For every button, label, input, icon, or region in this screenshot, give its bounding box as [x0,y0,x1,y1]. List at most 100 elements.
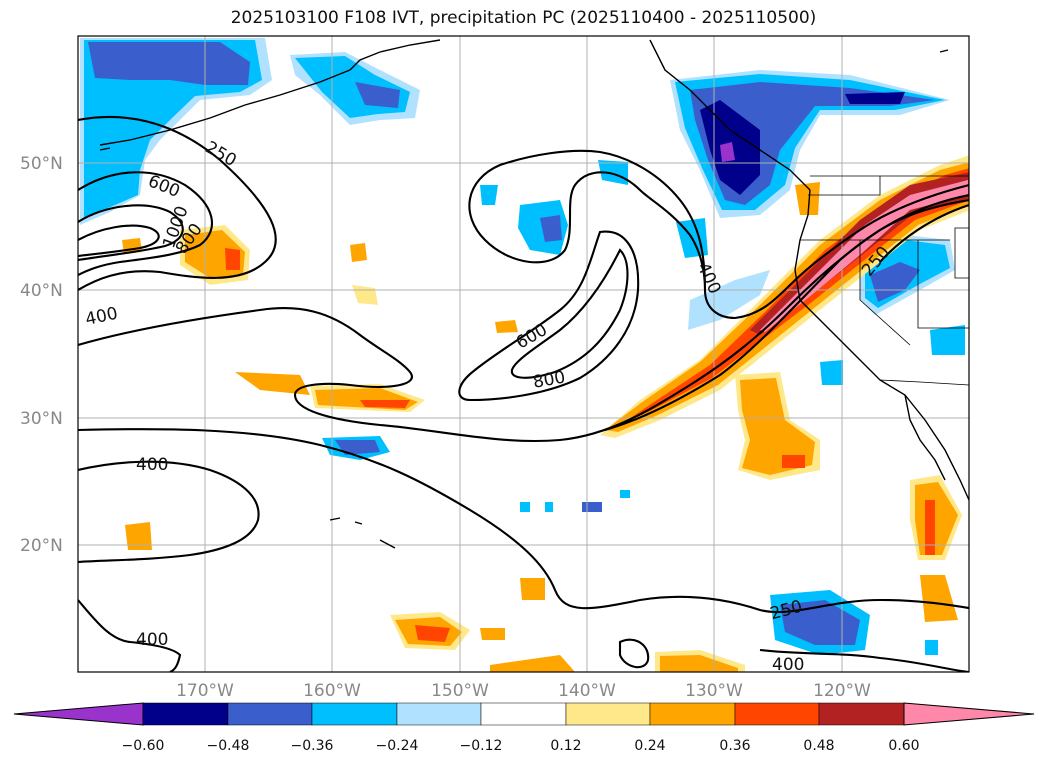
colorbar-label-6: 0.12 [550,738,581,754]
colorbar-bin-2 [227,702,313,726]
colorbar-label-8: 0.36 [719,738,750,754]
colorbar-bin-3 [311,702,398,726]
colorbar-bin-6 [565,702,651,726]
colorbar-bin-1 [142,702,229,726]
pc-pos-s-e2 [660,655,738,672]
pc-neg-center-dark [540,215,562,242]
lat-label-50: 50°N [20,154,63,174]
colorbar: −0.60 −0.48 −0.36 −0.24 −0.12 0.12 0.24 … [13,702,1035,754]
lon-label-130w: 130°W [685,681,743,701]
pc-neg-south-a [820,360,843,385]
pc-pos-mexico-s [920,575,958,622]
pc-pos-mexico3 [925,500,935,555]
colorbar-bin-9 [818,702,905,726]
coastlines [99,39,969,549]
lon-label-150w: 150°W [431,681,489,701]
border-wa-or [808,176,881,196]
pc-neg-east [930,325,965,355]
contour-label-400-se: 400 [772,655,804,675]
lon-label-160w: 160°W [303,681,361,701]
coast-hawaii [329,517,396,549]
ivt-contours [78,115,969,672]
pc-pos-central-e2 [740,378,815,475]
colorbar-bin-5 [480,702,567,726]
pc-neg-tiny-b [545,502,553,512]
map-content: 250 600 1000 800 400 400 600 800 250 400… [78,36,969,675]
ivt-contour-600-nw [78,171,214,276]
pc-neg-small-a [480,185,498,205]
ivt-contour-600-mid [458,230,640,402]
ivt-contour-400-w [78,198,969,443]
pc-pos-s-b [480,628,505,640]
contour-label-400-sw: 400 [136,455,168,475]
coast-aleutians [99,69,351,146]
positive-pc-fill [122,155,969,672]
colorbar-label-4: −0.24 [376,738,419,754]
ivt-contour-400-coast [468,149,969,320]
pc-pos-sw [125,522,152,550]
pc-pos-s-a3 [415,625,450,642]
pc-pos-coast [795,182,820,215]
border-ca-nv [859,240,911,346]
colorbar-label-1: −0.60 [122,738,165,754]
coast-baja [904,394,946,481]
ivt-contour-1000-nw [78,224,160,258]
pc-neg-tiny-d [620,490,630,498]
pc-pos-central-e3 [782,455,805,468]
colorbar-label-2: −0.48 [207,738,250,754]
pc-neg-tiny-c [582,502,602,512]
longitude-labels: 170°W 160°W 150°W 140°W 130°W 120°W [176,681,871,701]
pc-neg-aleutian-dark [355,82,400,108]
map-frame [77,35,970,673]
border-nv [917,240,969,329]
pc-neg-se-mid [780,600,860,645]
colorbar-label-7: 0.24 [634,738,665,754]
ivt-contour-small-loop [618,638,650,669]
colorbar-extend-min [13,702,144,726]
pc-neg-tiny-a [520,502,530,512]
pc-neg-interior-dark [870,262,920,302]
colorbar-label-10: 0.60 [888,738,919,754]
pc-pos-ar-core [760,180,968,332]
ivt-contour-250-nw [78,115,277,291]
colorbar-label-9: 0.48 [803,738,834,754]
ivt-contour-400-sw [78,460,260,564]
borders [800,175,969,386]
graticule [78,36,969,672]
pc-pos-nw-dark [225,248,240,270]
map-background [78,36,969,672]
lon-label-120w: 120°W [813,681,871,701]
lat-label-20: 20°N [20,536,63,556]
pc-neg-gulf-dark2 [845,92,905,104]
coast-west-us [794,189,969,501]
lon-label-140w: 140°W [558,681,616,701]
coast-nw-small [99,49,949,151]
pc-pos-small-c [350,243,367,262]
pc-neg-tiny-e [925,640,938,655]
colorbar-bin-4 [396,702,482,726]
colorbar-bin-7 [649,702,736,726]
pc-pos-mid-b3 [360,400,410,408]
colorbar-bin-8 [734,702,820,726]
pc-pos-s-c [520,578,545,600]
pc-neg-offshore2 [688,270,770,330]
ivt-contour-250-bottom [78,428,969,614]
ivt-contour-250-ne [879,204,969,263]
colorbar-label-3: −0.36 [291,738,334,754]
pc-neg-nw-dark [88,42,250,85]
map-title: 2025103100 F108 IVT, precipitation PC (2… [230,8,817,28]
border-box-ne [954,227,969,279]
lat-label-30: 30°N [20,409,63,429]
contour-label-400-sw2: 400 [136,630,168,650]
ivt-contour-ar-inner [604,193,969,432]
colorbar-extend-max [903,702,1035,726]
ivt-contour-800-nw [78,204,184,262]
lon-label-170w: 170°W [176,681,234,701]
ivt-contour-400-se [759,648,969,672]
pc-pos-s-d [490,655,575,672]
lat-label-40: 40°N [20,281,63,301]
ivt-contour-400-sw2 [78,599,182,672]
pc-neg-small-b [598,160,628,185]
border-us-mexico [879,379,969,386]
